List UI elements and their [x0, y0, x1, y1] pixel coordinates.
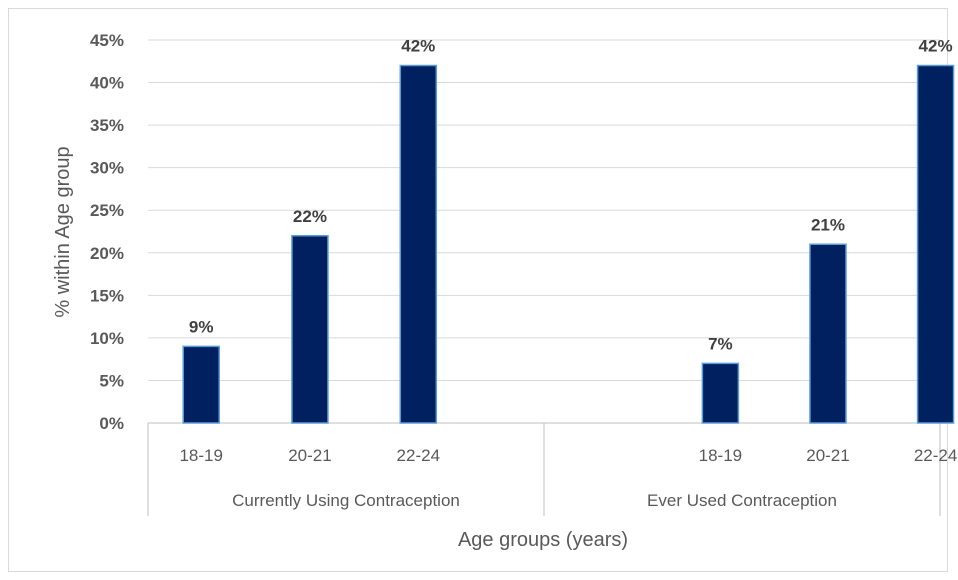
x-tick-label: 20-21 — [806, 446, 849, 465]
y-tick-label: 0% — [99, 414, 124, 433]
bars — [182, 64, 955, 424]
y-tick-label: 40% — [90, 74, 124, 93]
gridlines — [148, 39, 940, 381]
y-tick-label: 25% — [90, 201, 124, 220]
y-tick-label: 5% — [99, 371, 124, 390]
data-label: 9% — [189, 317, 214, 336]
bar — [701, 362, 740, 424]
y-tick-label: 15% — [90, 286, 124, 305]
group-label: Ever Used Contraception — [647, 491, 837, 510]
x-tick-label: 22-24 — [397, 446, 440, 465]
y-tick-label: 10% — [90, 329, 124, 348]
data-label: 21% — [811, 215, 845, 234]
data-label: 42% — [401, 37, 435, 56]
y-tick-label: 35% — [90, 116, 124, 135]
bar — [399, 64, 438, 424]
y-tick-label: 20% — [90, 244, 124, 263]
data-label: 22% — [293, 207, 327, 226]
bar — [182, 345, 220, 424]
x-tick-label: 18-19 — [179, 446, 222, 465]
bar — [291, 235, 329, 424]
labels: 0% 5% 10% 15% 20% 25% 30% 35% 40% 45% 9% 18-19 22% 20… — [90, 31, 957, 510]
x-tick-label: 20-21 — [288, 446, 331, 465]
data-label: 7% — [708, 334, 733, 353]
y-tick-label: 30% — [90, 159, 124, 178]
x-axis-title: Age groups (years) — [458, 529, 628, 551]
y-axis-title: % within Age group — [52, 146, 74, 317]
x-tick-label: 18-19 — [699, 446, 742, 465]
axes — [147, 422, 941, 516]
bar — [916, 64, 955, 424]
x-tick-label: 22-24 — [914, 446, 957, 465]
group-label: Currently Using Contraception — [232, 491, 460, 510]
y-tick-label: 45% — [90, 31, 124, 50]
bar — [809, 243, 847, 424]
data-label: 42% — [919, 37, 953, 56]
